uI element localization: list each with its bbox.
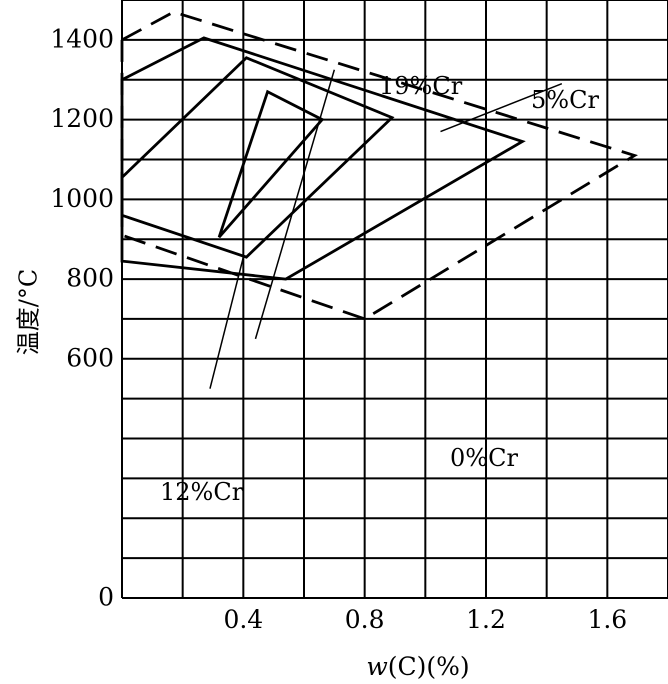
grid <box>121 0 668 599</box>
y-axis-label: 温度/°C <box>15 269 43 355</box>
x-axis-label-rest: (C)(%) <box>388 652 470 681</box>
x-axis-label-var: w <box>366 652 387 681</box>
y-tick-label: 1000 <box>50 184 114 213</box>
series-12cr-outline <box>120 56 395 259</box>
leader-lines <box>209 69 563 389</box>
leader-12cr <box>209 256 245 389</box>
series-5cr-outline <box>120 36 526 281</box>
tick-labels: 0 600 800 1000 1200 1400 0.4 0.8 1.2 1.6 <box>50 24 627 634</box>
x-tick-label: 1.6 <box>587 605 627 634</box>
x-tick-label: 1.2 <box>466 605 506 634</box>
annotation-12cr: 12%Cr <box>160 478 244 506</box>
annotation-19cr: 19%Cr <box>379 72 463 100</box>
leader-19cr <box>254 69 336 340</box>
y-tick-label: 800 <box>66 264 114 293</box>
annotation-0cr: 0%Cr <box>450 444 518 472</box>
series-layer <box>120 10 638 321</box>
annotation-5cr: 5%Cr <box>531 86 599 114</box>
y-tick-label: 0 <box>98 583 114 612</box>
y-tick-label: 600 <box>66 343 114 372</box>
leader-5cr <box>440 83 563 133</box>
x-axis-label: w(C)(%) <box>366 652 469 681</box>
x-tick-label: 0.8 <box>345 605 385 634</box>
y-tick-label: 1200 <box>50 104 114 133</box>
y-tick-label: 1400 <box>50 24 114 53</box>
x-tick-label: 0.4 <box>223 605 263 634</box>
series-0cr-outline <box>120 10 638 321</box>
series-19cr-outline <box>217 89 325 239</box>
